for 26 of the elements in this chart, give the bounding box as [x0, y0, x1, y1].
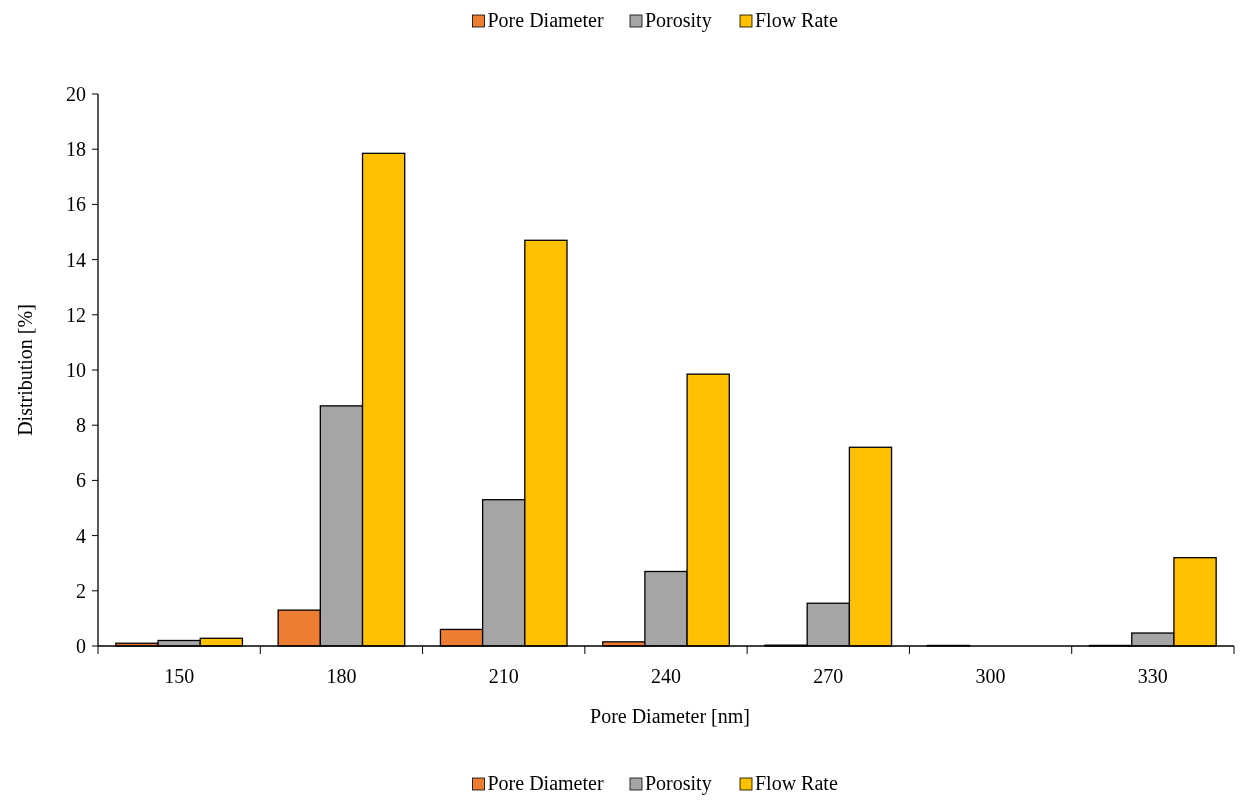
x-tick-label: 300	[975, 665, 1006, 687]
y-tick-label: 6	[76, 469, 86, 492]
y-tick-label: 20	[66, 83, 86, 105]
y-tick-label: 16	[66, 193, 86, 216]
legend-label: Pore Diameter	[487, 772, 604, 794]
x-tick-label: 150	[164, 665, 195, 687]
text: Pore Diameter	[487, 9, 604, 31]
y-tick-label: 4	[76, 524, 86, 547]
legend-label: Flow Rate	[755, 9, 838, 31]
y-tick-label: 18	[66, 138, 86, 161]
x-axis-title: Pore Diameter [nm]	[590, 705, 750, 727]
y-tick-label: 12	[66, 303, 86, 326]
y-tick-label: 2	[76, 579, 86, 602]
y-tick-label: 8	[76, 414, 86, 437]
x-tick-label: 330	[1137, 665, 1168, 687]
text: Porosity	[645, 9, 712, 31]
x-tick-label: 210	[488, 665, 519, 687]
y-tick-label: 0	[76, 635, 86, 657]
text: Flow Rate	[755, 772, 838, 794]
x-tick-label: 270	[813, 665, 844, 687]
y-axis-title: Distribution [%]	[14, 304, 36, 436]
legend-label: Porosity	[645, 772, 712, 795]
x-tick-label: 180	[326, 665, 357, 687]
y-tick-label: 14	[66, 248, 86, 271]
x-tick-label: 240	[651, 665, 681, 687]
y-tick-label: 10	[66, 359, 86, 381]
